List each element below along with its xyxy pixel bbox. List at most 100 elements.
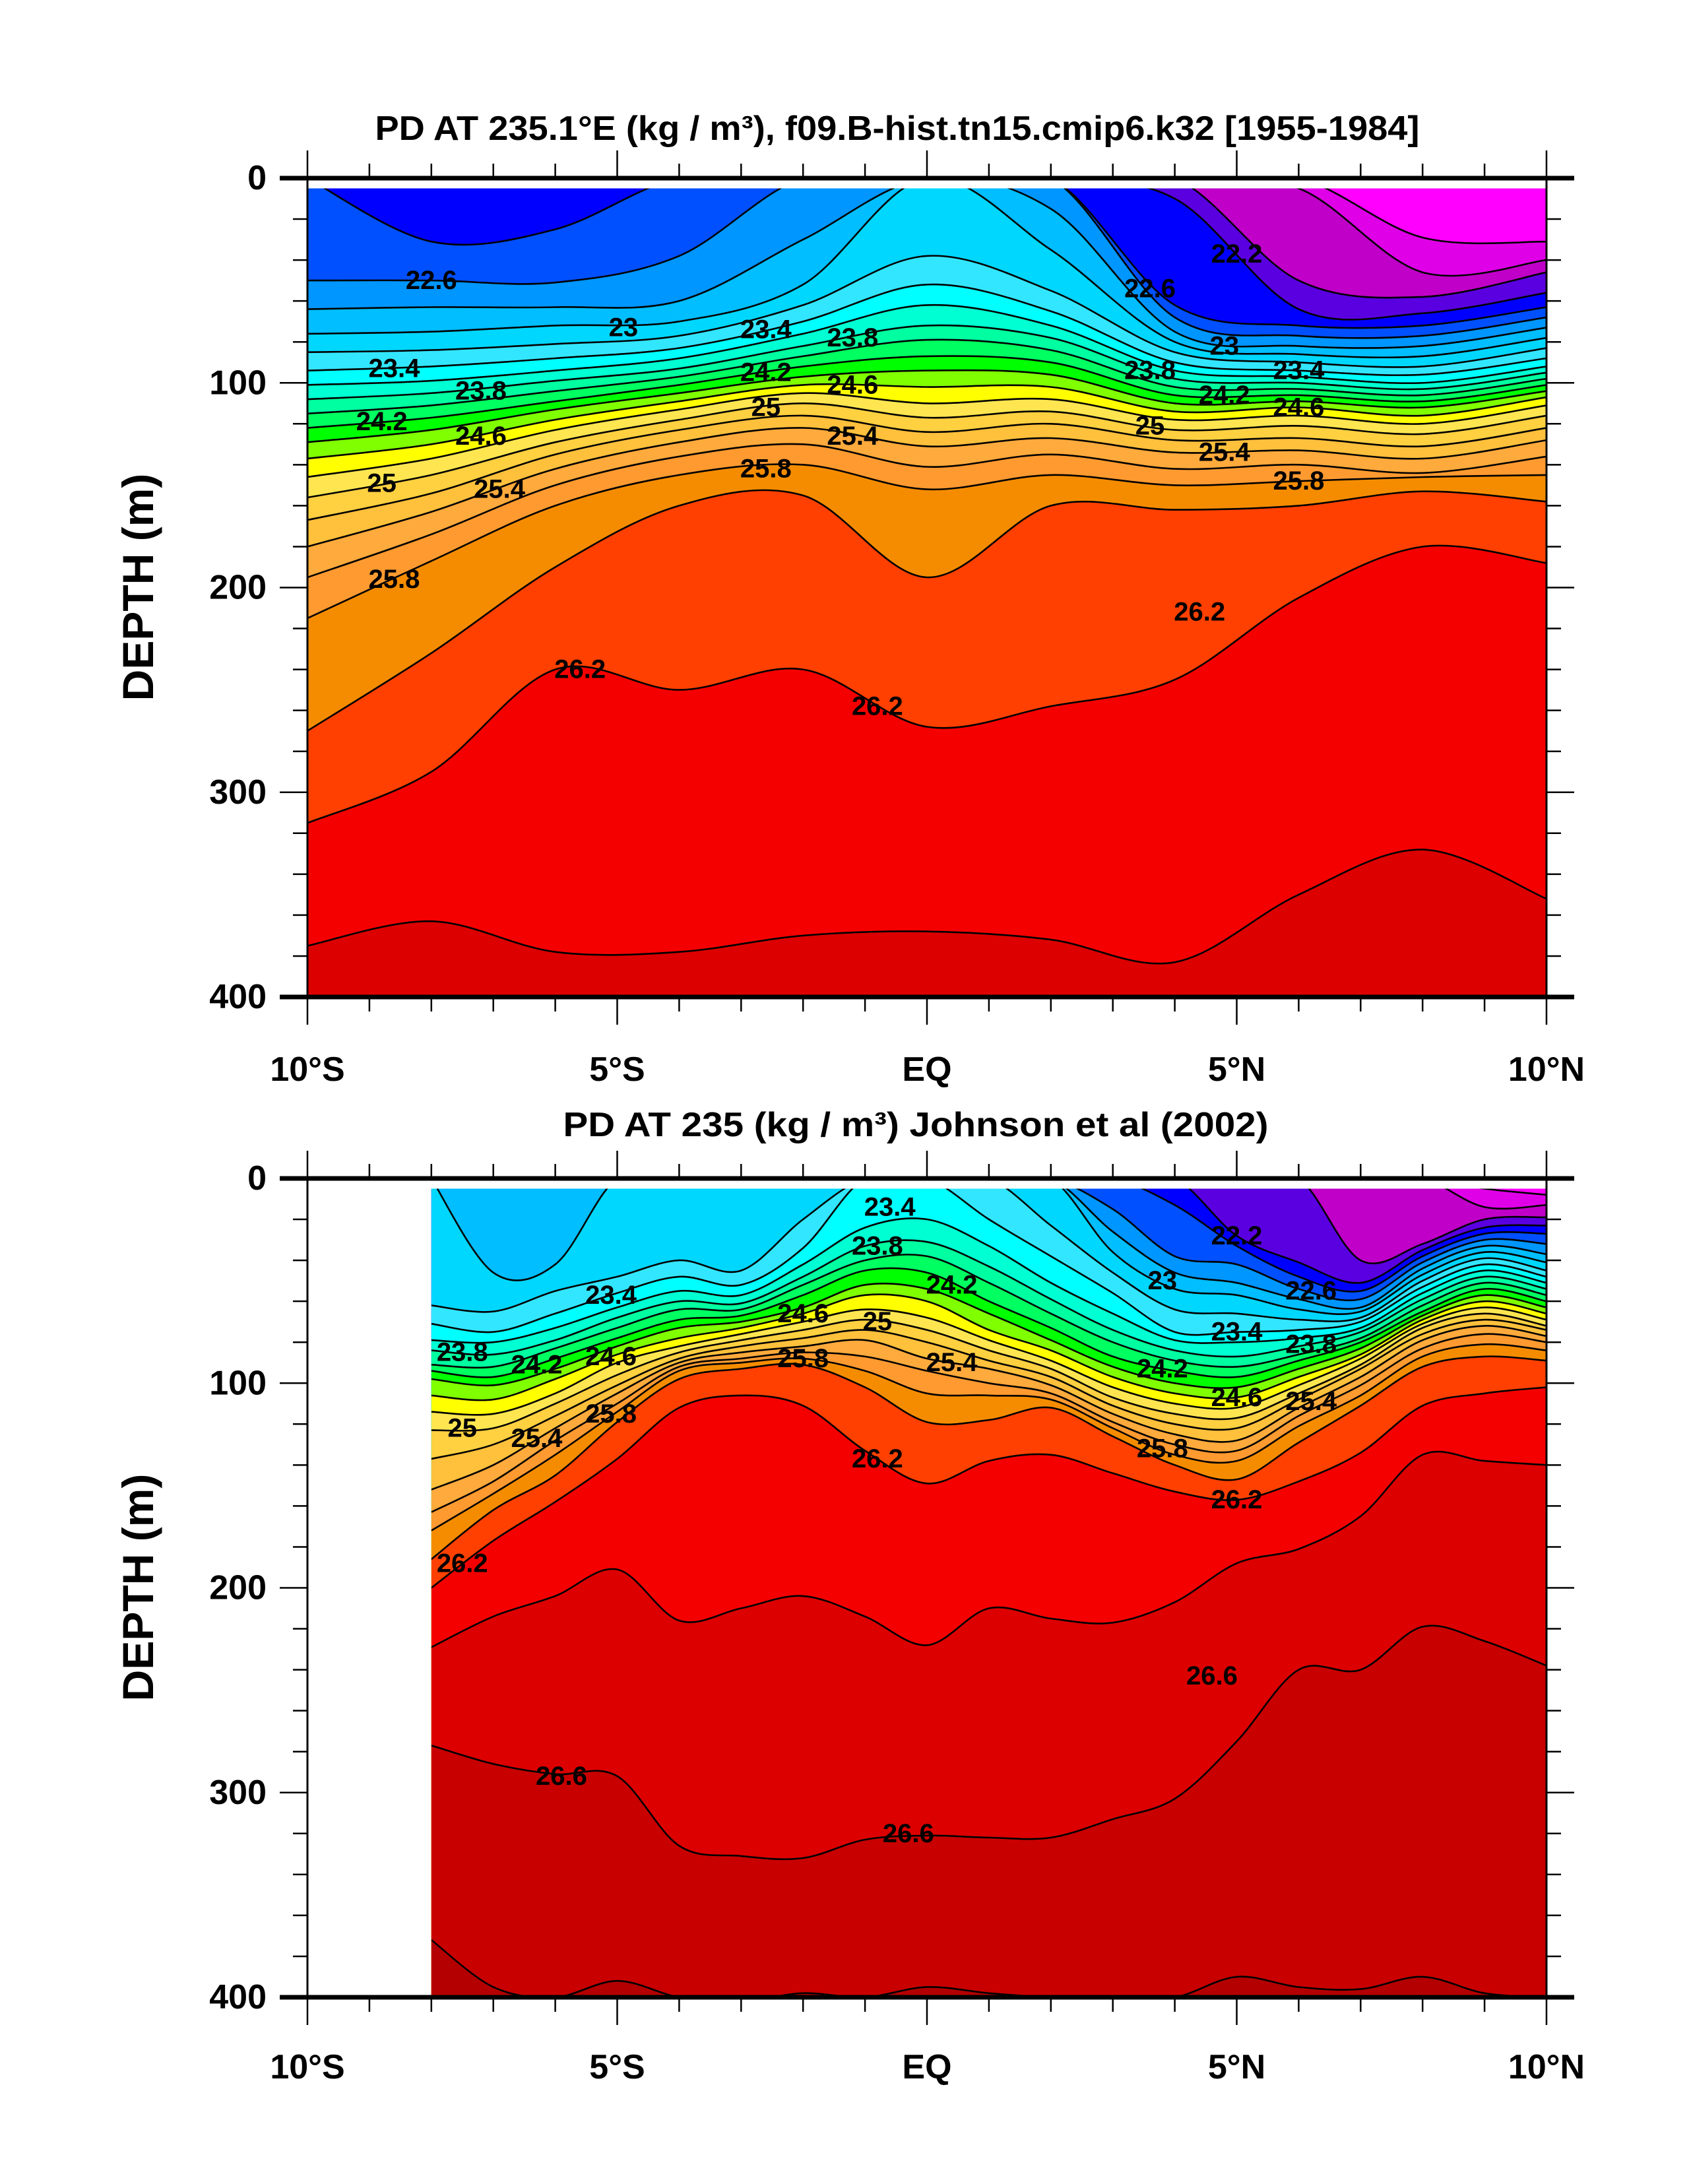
isopycnal-22.6 xyxy=(307,188,1546,339)
isopycnal-23 xyxy=(307,188,1546,359)
isopycnal-25.4 xyxy=(307,427,1546,548)
contour-label: 23.8 xyxy=(1124,356,1176,385)
y-tick-label: 300 xyxy=(209,773,267,812)
isopycnal-21.6 xyxy=(1323,188,1546,245)
contour-label: 23.4 xyxy=(1273,356,1325,385)
y-tick-label: 200 xyxy=(209,569,267,607)
axes: 10°S 5°S EQ 5°N 10°N 0 100 200 300 400 xyxy=(209,1151,1585,2086)
contour-label: 25.4 xyxy=(926,1348,978,1377)
y-tick-label: 400 xyxy=(209,1978,267,2016)
contour-plot: 23.4 23.8 24.2 24.6 25 25.4 25.8 26.2 23.4 23.8 24… xyxy=(209,1151,1585,2086)
contour-label: 24.6 xyxy=(777,1299,829,1328)
contour-label: 22.2 xyxy=(1211,240,1263,269)
observed-density-panel: PD AT 235 (kg / m³) Johnson et al (2002)… xyxy=(113,1106,1585,2086)
isopycnal-24 xyxy=(307,338,1546,415)
isopycnal-25.6 xyxy=(307,443,1546,579)
contour-label: 26.2 xyxy=(852,691,903,721)
isopycnal-23.6 xyxy=(307,304,1546,386)
isopycnal-21.8 xyxy=(1296,188,1546,277)
contour-label: 25 xyxy=(863,1307,893,1336)
y-tick-label: 100 xyxy=(209,1364,267,1402)
y-tick-label: 0 xyxy=(247,159,267,197)
contour-label: 24.2 xyxy=(740,358,792,387)
isopycnal-24.8 xyxy=(431,1306,1546,1416)
isopycnal-26.4 xyxy=(307,849,1546,965)
model-density-panel: PD AT 235.1°E (kg / m³), f09.B-hist.tn15… xyxy=(113,110,1585,1089)
isopycnal-22.6 xyxy=(1075,1188,1546,1302)
contour-label: 26.2 xyxy=(1174,598,1225,627)
isopycnal-22.8 xyxy=(1065,1188,1546,1310)
contour-label: 22.6 xyxy=(1285,1277,1337,1306)
contour-label: 26.2 xyxy=(437,1549,488,1578)
isopycnal-22 xyxy=(1308,1188,1546,1265)
isopycnal-24.8 xyxy=(307,392,1546,478)
contour-label: 25.4 xyxy=(474,475,526,504)
contour-label: 24.2 xyxy=(511,1350,563,1379)
density-band-26.8 xyxy=(431,1940,1546,1997)
density-band-26.2 xyxy=(307,545,1546,998)
isopycnal-22.2 xyxy=(1188,1188,1546,1284)
contour-label: 23.8 xyxy=(437,1338,488,1367)
contour-label: 23.8 xyxy=(455,377,507,406)
isopycnal-24.6 xyxy=(307,383,1546,460)
isopycnal-22.4 xyxy=(323,188,1546,329)
contour-label: 24.2 xyxy=(926,1270,978,1299)
isopycnal-25 xyxy=(431,1312,1546,1432)
contour-label: 25 xyxy=(1135,411,1165,440)
isopycnal-24.2 xyxy=(431,1267,1546,1378)
y-axis-label: DEPTH (m) xyxy=(113,474,162,701)
isopycnal-23.2 xyxy=(431,1188,1546,1322)
x-tick-label: EQ xyxy=(902,1050,951,1089)
contour-label: 23 xyxy=(1209,331,1239,360)
contour-label: 24.2 xyxy=(356,407,408,436)
contour-label: 24.6 xyxy=(585,1342,637,1371)
contour-label: 26.2 xyxy=(1211,1485,1263,1514)
y-tick-label: 300 xyxy=(209,1774,267,1812)
x-tick-label: 5°S xyxy=(589,1050,645,1089)
contour-label: 26.2 xyxy=(852,1444,903,1473)
contour-label: 25 xyxy=(448,1414,478,1443)
contour-label: 26.6 xyxy=(883,1819,934,1848)
y-tick-label: 400 xyxy=(209,978,267,1016)
isopycnal-26.4 xyxy=(431,1450,1546,1648)
y-tick-label: 100 xyxy=(209,364,267,402)
isopycnal-24 xyxy=(431,1254,1546,1369)
isopycnal-22 xyxy=(1191,188,1546,299)
isopycnal-25.8 xyxy=(431,1343,1546,1531)
contour-label: 26.6 xyxy=(1186,1661,1238,1690)
contour-label: 23.4 xyxy=(1211,1318,1263,1347)
isopycnal-25.4 xyxy=(431,1325,1546,1491)
contour-label: 23.4 xyxy=(369,354,421,383)
contour-label: 22.2 xyxy=(1211,1221,1263,1250)
isopycnal-24.4 xyxy=(307,369,1546,443)
y-tick-label: 200 xyxy=(209,1569,267,1607)
x-tick-label: 10°N xyxy=(1508,2048,1585,2086)
chart-title: PD AT 235.1°E (kg / m³), f09.B-hist.tn15… xyxy=(375,110,1420,148)
x-tick-label: 5°N xyxy=(1208,1050,1265,1089)
isopycnal-24.2 xyxy=(307,355,1546,429)
contour-label: 23.8 xyxy=(1285,1330,1337,1359)
isopycnal-22.2 xyxy=(1146,188,1546,321)
isopycnal-26.8 xyxy=(431,1939,1546,1997)
contour-label: 25.8 xyxy=(740,455,792,484)
isopycnal-25.6 xyxy=(431,1333,1546,1513)
contour-label: 26.2 xyxy=(554,655,606,684)
contour-label: 25 xyxy=(751,393,781,422)
isopycnal-24.4 xyxy=(431,1282,1546,1390)
density-band-26.4 xyxy=(307,849,1546,998)
isopycnal-25.2 xyxy=(307,414,1546,521)
x-tick-label: 5°S xyxy=(589,2048,645,2086)
isopycnal-23.4 xyxy=(431,1188,1546,1336)
isopycnal-26.6 xyxy=(431,1624,1546,1861)
isopycnal-23.8 xyxy=(307,324,1546,401)
contour-label: 25.4 xyxy=(827,422,879,451)
isopycnal-26.2 xyxy=(431,1386,1546,1589)
contour-label: 25.4 xyxy=(1199,438,1251,467)
contour-label: 24.2 xyxy=(1137,1355,1188,1384)
isopycnal-22.8 xyxy=(307,188,1546,349)
contour-label: 22.6 xyxy=(406,266,457,295)
contour-label: 25.8 xyxy=(777,1344,829,1373)
contour-lines xyxy=(307,188,1546,965)
isopycnal-23 xyxy=(436,1188,1546,1315)
x-tick-label: 10°S xyxy=(270,2048,344,2086)
